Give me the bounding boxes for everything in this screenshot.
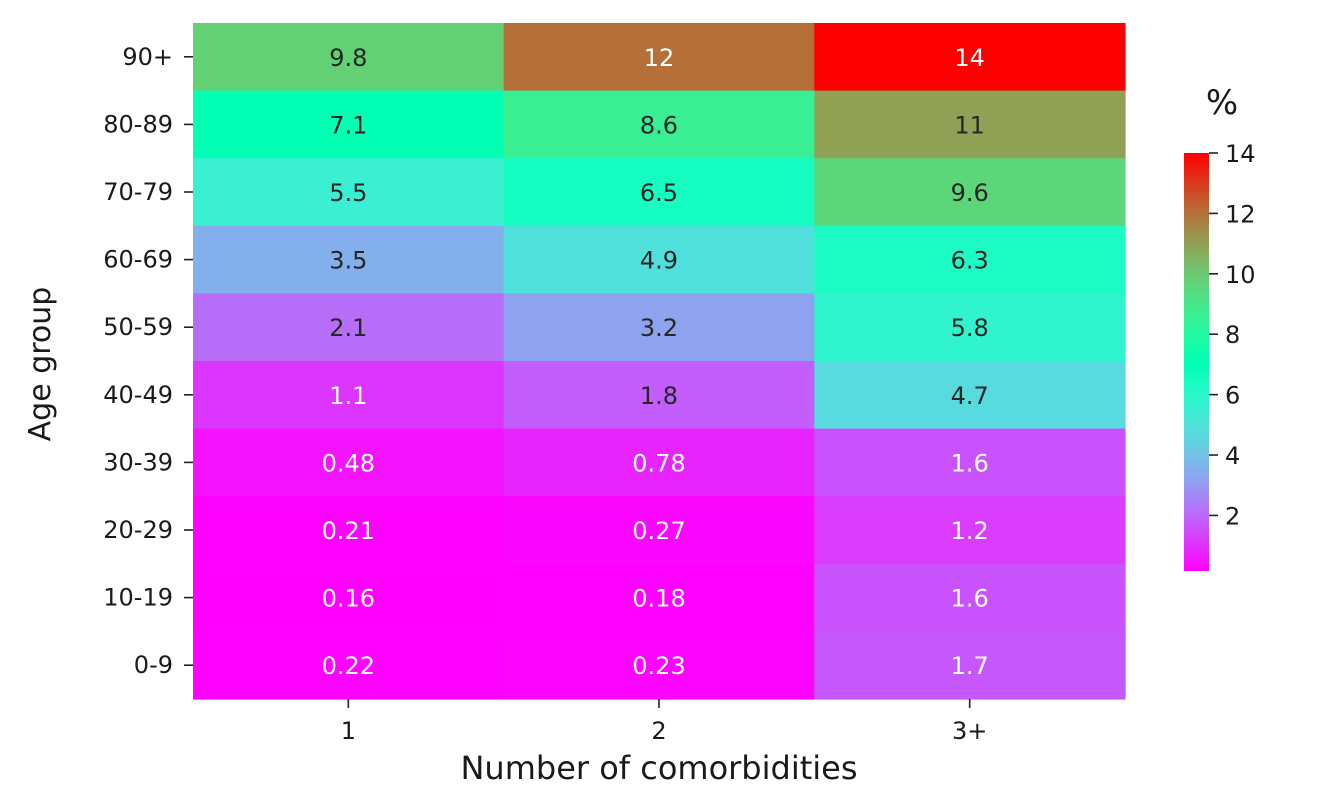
- y-tick-label: 50-59: [103, 313, 173, 341]
- colorbar-tick-label: 8: [1225, 321, 1240, 349]
- colorbar-tick-label: 2: [1225, 502, 1240, 530]
- y-tick-label: 20-29: [103, 516, 173, 544]
- x-axis-title: Number of comorbidities: [460, 749, 857, 787]
- heatmap-value-labels: 9.8 12 14 7.1 8.6 11 5.5 6.5 9.6 3.5 4.9 6.3 2.1 3.2 5…: [322, 44, 989, 680]
- cell-value-label: 0.23: [632, 652, 685, 680]
- cell-value-label: 3.5: [329, 247, 367, 275]
- y-tick-label: 40-49: [103, 381, 173, 409]
- cell-value-label: 0.18: [632, 585, 685, 613]
- cell-value-label: 5.8: [951, 314, 989, 342]
- y-tick-label: 60-69: [103, 246, 173, 274]
- cell-value-label: 6.5: [640, 179, 678, 207]
- heatmap-cell: [193, 23, 505, 92]
- heatmap-cell: [814, 293, 1126, 362]
- cell-value-label: 0.16: [322, 585, 375, 613]
- heatmap-cell: [814, 496, 1126, 565]
- heatmap-cell: [503, 496, 815, 565]
- heatmap-cell: [193, 158, 505, 227]
- cell-value-label: 5.5: [329, 179, 367, 207]
- y-tick-label: 80-89: [103, 110, 173, 138]
- heatmap-cell: [814, 563, 1126, 632]
- heatmap-cell: [814, 23, 1126, 92]
- heatmap-cell: [503, 428, 815, 497]
- cell-value-label: 11: [954, 111, 985, 139]
- y-tick-label: 0-9: [134, 651, 173, 679]
- heatmap-cell: [193, 225, 505, 294]
- cell-value-label: 1.6: [951, 585, 989, 613]
- cell-value-label: 8.6: [640, 111, 678, 139]
- heatmap-cell: [503, 293, 815, 362]
- heatmap-cell: [503, 361, 815, 430]
- x-axis: 1 2 3+: [341, 699, 987, 745]
- heatmap-cell: [503, 90, 815, 159]
- heatmap-cell: [814, 631, 1126, 700]
- colorbar: 2 4 6 8 10 12 14: [1184, 140, 1256, 571]
- x-tick-label: 1: [341, 717, 356, 745]
- heatmap-cell: [193, 563, 505, 632]
- y-tick-label: 10-19: [103, 584, 173, 612]
- cell-value-label: 1.8: [640, 382, 678, 410]
- cell-value-label: 0.21: [322, 517, 375, 545]
- y-tick-label: 30-39: [103, 448, 173, 476]
- heatmap-cell: [814, 361, 1126, 430]
- cell-value-label: 7.1: [329, 111, 367, 139]
- x-tick-label: 3+: [952, 717, 987, 745]
- y-axis-title: Age group: [23, 287, 58, 442]
- cell-value-label: 12: [644, 44, 675, 72]
- heatmap-cell: [193, 293, 505, 362]
- cell-value-label: 4.9: [640, 247, 678, 275]
- y-tick-label: 90+: [122, 43, 173, 71]
- heatmap-cell: [814, 225, 1126, 294]
- cell-value-label: 1.1: [329, 382, 367, 410]
- heatmap-cell: [193, 496, 505, 565]
- heatmap-cell: [503, 23, 815, 92]
- cell-value-label: 9.6: [951, 179, 989, 207]
- colorbar-tick-label: 14: [1225, 140, 1256, 168]
- y-axis: 90+ 80-89 70-79 60-69 50-59 40-49 30-39 20-29 10…: [103, 43, 193, 679]
- colorbar-tick-label: 4: [1225, 442, 1240, 470]
- cell-value-label: 1.2: [951, 517, 989, 545]
- colorbar-title: %: [1206, 83, 1238, 123]
- cell-value-label: 0.27: [632, 517, 685, 545]
- cell-value-label: 3.2: [640, 314, 678, 342]
- cell-value-label: 6.3: [951, 247, 989, 275]
- cell-value-label: 1.6: [951, 449, 989, 477]
- heatmap-cell: [193, 428, 505, 497]
- cell-value-label: 14: [954, 44, 985, 72]
- heatmap-cell: [193, 361, 505, 430]
- cell-value-label: 1.7: [951, 652, 989, 680]
- heatmap-cell: [814, 428, 1126, 497]
- heatmap-cell: [193, 90, 505, 159]
- y-tick-label: 70-79: [103, 178, 173, 206]
- heatmap-cell: [814, 158, 1126, 227]
- colorbar-tick-label: 10: [1225, 261, 1256, 289]
- x-tick-label: 2: [651, 717, 666, 745]
- cell-value-label: 0.78: [632, 449, 685, 477]
- cell-value-label: 4.7: [951, 382, 989, 410]
- colorbar-gradient: [1184, 153, 1209, 571]
- cell-value-label: 0.22: [322, 652, 375, 680]
- heatmap-cell: [814, 90, 1126, 159]
- cell-value-label: 9.8: [329, 44, 367, 72]
- heatmap-cells: [193, 23, 1126, 700]
- heatmap-cell: [503, 563, 815, 632]
- cell-value-label: 0.48: [322, 449, 375, 477]
- cell-value-label: 2.1: [329, 314, 367, 342]
- colorbar-tick-label: 12: [1225, 200, 1256, 228]
- colorbar-tick-label: 6: [1225, 382, 1240, 410]
- heatmap-cell: [503, 158, 815, 227]
- heatmap-cell: [503, 225, 815, 294]
- heatmap-cell: [503, 631, 815, 700]
- heatmap-cell: [193, 631, 505, 700]
